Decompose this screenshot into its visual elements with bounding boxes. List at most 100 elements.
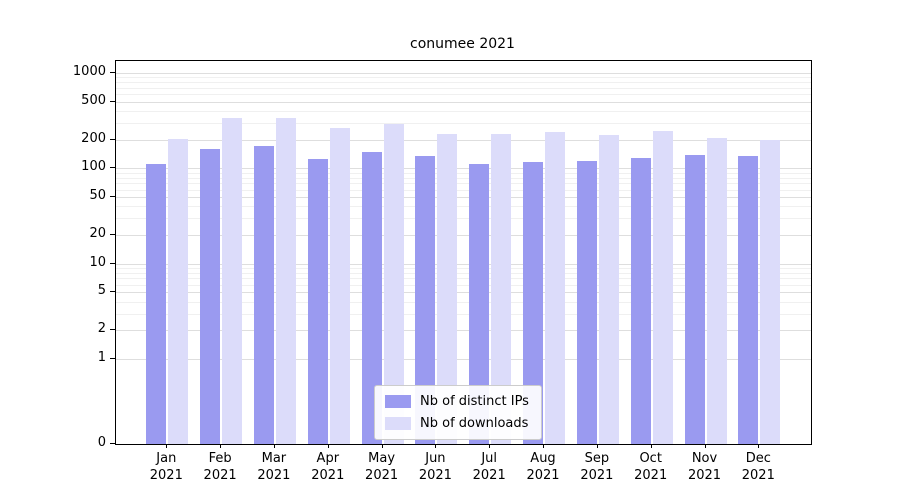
- gridline: [116, 278, 811, 280]
- gridline: [116, 82, 811, 84]
- chart-title: conumee 2021: [410, 36, 515, 52]
- bar-distinct-ips-jan: [146, 164, 167, 444]
- bar-downloads-aug: [545, 131, 565, 444]
- legend-item-downloads: Nb of downloads: [385, 416, 529, 431]
- legend-label-downloads: Nb of downloads: [420, 416, 529, 431]
- y-tick-mark: [110, 72, 115, 73]
- x-tick-mark: [650, 444, 652, 448]
- bar-distinct-ips-mar: [253, 146, 274, 444]
- gridline: [116, 77, 811, 79]
- gridline: [116, 313, 811, 315]
- x-tick-mark: [166, 444, 168, 448]
- gridline: [116, 189, 811, 191]
- x-tick-mark: [435, 444, 437, 448]
- bar-distinct-ips-feb: [200, 148, 221, 444]
- gridline: [116, 101, 811, 103]
- y-tick-label: 500: [81, 92, 106, 108]
- bar-distinct-ips-oct: [630, 157, 651, 444]
- bar-distinct-ips-aug: [523, 161, 543, 444]
- x-tick-label-may: May 2021: [365, 451, 399, 483]
- y-tick-label: 5: [97, 283, 106, 299]
- x-tick-mark: [220, 444, 222, 448]
- bar-distinct-ips-apr: [307, 159, 328, 444]
- bar-downloads-nov: [706, 137, 727, 444]
- x-tick-label-sep: Sep 2021: [580, 451, 614, 483]
- bar-distinct-ips-may: [361, 151, 382, 444]
- bar-downloads-apr: [329, 128, 350, 444]
- bar-distinct-ips-jun: [415, 155, 436, 444]
- bar-distinct-ips-jul: [469, 163, 490, 444]
- x-tick-mark: [704, 444, 706, 448]
- x-tick-mark: [489, 444, 491, 448]
- y-tick-mark: [110, 358, 115, 359]
- y-tick-label: 1: [97, 350, 106, 365]
- bar-downloads-jun: [437, 133, 458, 444]
- gridline: [116, 218, 811, 220]
- x-tick-mark: [758, 444, 760, 448]
- x-tick-label-apr: Apr 2021: [311, 451, 345, 483]
- y-tick-label: 10: [89, 254, 106, 270]
- y-tick-label: 1000: [72, 64, 106, 79]
- y-tick-mark: [110, 234, 115, 235]
- x-tick-label-feb: Feb 2021: [203, 451, 237, 483]
- y-tick-label: 2: [97, 321, 106, 337]
- x-tick-label-dec: Dec 2021: [741, 451, 775, 483]
- y-tick-mark: [110, 196, 115, 197]
- y-tick-mark: [110, 291, 115, 293]
- bar-downloads-sep: [598, 134, 619, 444]
- gridline: [116, 235, 811, 236]
- y-tick-label: 0: [97, 435, 106, 450]
- bar-distinct-ips-dec: [738, 155, 759, 444]
- gridline: [116, 284, 811, 286]
- x-tick-mark: [596, 444, 598, 448]
- y-tick-label: 100: [81, 159, 106, 175]
- gridline: [116, 168, 811, 170]
- y-tick-label: 20: [89, 226, 106, 241]
- bar-downloads-dec: [760, 140, 781, 444]
- gridline: [116, 268, 811, 269]
- x-tick-label-jul: Jul 2021: [472, 451, 506, 483]
- x-tick-mark: [381, 444, 383, 448]
- gridline: [116, 177, 811, 179]
- gridline: [116, 87, 811, 89]
- bar-distinct-ips-sep: [576, 160, 597, 444]
- legend-item-distinct-ips: Nb of distinct IPs: [385, 394, 529, 409]
- bar-downloads-jul: [491, 134, 512, 444]
- plot-area: Nb of distinct IPs Nb of downloads: [115, 60, 812, 445]
- gridline: [116, 301, 811, 303]
- x-tick-label-nov: Nov 2021: [687, 451, 722, 483]
- gridline: [116, 172, 811, 174]
- legend-label-distinct-ips: Nb of distinct IPs: [420, 394, 529, 409]
- gridline: [116, 330, 811, 332]
- gridline: [116, 206, 811, 208]
- gridline: [116, 183, 811, 185]
- gridline: [116, 110, 811, 112]
- x-tick-mark: [327, 444, 329, 448]
- y-tick-mark: [110, 262, 115, 264]
- gridline: [116, 122, 811, 124]
- gridline: [116, 139, 811, 141]
- x-tick-label-mar: Mar 2021: [257, 451, 291, 483]
- bar-downloads-feb: [222, 117, 243, 444]
- x-tick-mark: [543, 444, 544, 448]
- y-tick-mark: [110, 138, 115, 140]
- gridline: [116, 263, 811, 265]
- y-tick-mark: [110, 100, 115, 102]
- gridline: [116, 272, 811, 274]
- x-tick-label-oct: Oct 2021: [634, 451, 668, 483]
- legend-swatch-distinct-ips: [385, 395, 411, 408]
- legend: Nb of distinct IPs Nb of downloads: [374, 385, 542, 440]
- bar-downloads-jan: [168, 138, 189, 444]
- bar-downloads-oct: [652, 131, 673, 444]
- gridline: [116, 359, 811, 360]
- gridline: [116, 94, 811, 96]
- gridline: [116, 73, 811, 74]
- bar-downloads-mar: [275, 118, 296, 444]
- legend-swatch-downloads: [385, 417, 411, 430]
- y-tick-mark: [110, 167, 115, 169]
- y-tick-label: 50: [89, 188, 106, 203]
- x-tick-label-aug: Aug 2021: [526, 451, 560, 483]
- x-tick-mark: [273, 444, 275, 448]
- y-tick-mark: [110, 329, 115, 331]
